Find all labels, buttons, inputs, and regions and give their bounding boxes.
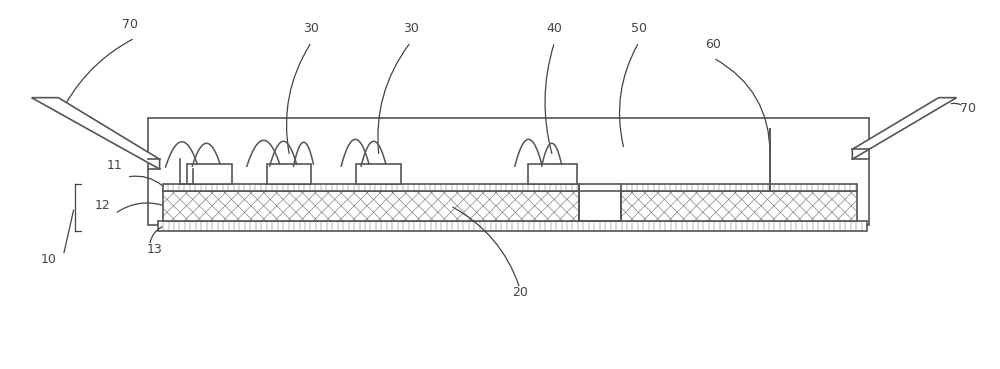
Bar <box>163 184 579 191</box>
Text: 40: 40 <box>547 22 563 35</box>
Text: 20: 20 <box>512 286 528 299</box>
Text: 50: 50 <box>631 22 647 35</box>
Text: 70: 70 <box>122 18 138 31</box>
Bar <box>621 184 857 191</box>
Polygon shape <box>32 98 160 169</box>
Bar <box>528 164 577 184</box>
Text: 10: 10 <box>40 254 56 266</box>
Bar <box>158 221 867 231</box>
Text: 11: 11 <box>107 159 123 172</box>
Text: 70: 70 <box>960 101 976 114</box>
Text: 13: 13 <box>147 244 162 256</box>
Polygon shape <box>852 98 957 159</box>
Bar <box>267 164 311 184</box>
Bar <box>148 117 869 225</box>
Bar <box>163 191 579 221</box>
Text: 30: 30 <box>303 22 319 35</box>
Bar <box>621 191 857 221</box>
Text: 12: 12 <box>95 199 111 212</box>
Bar <box>187 164 232 184</box>
Bar <box>356 164 401 184</box>
Text: 30: 30 <box>403 22 419 35</box>
Text: 60: 60 <box>705 38 721 51</box>
